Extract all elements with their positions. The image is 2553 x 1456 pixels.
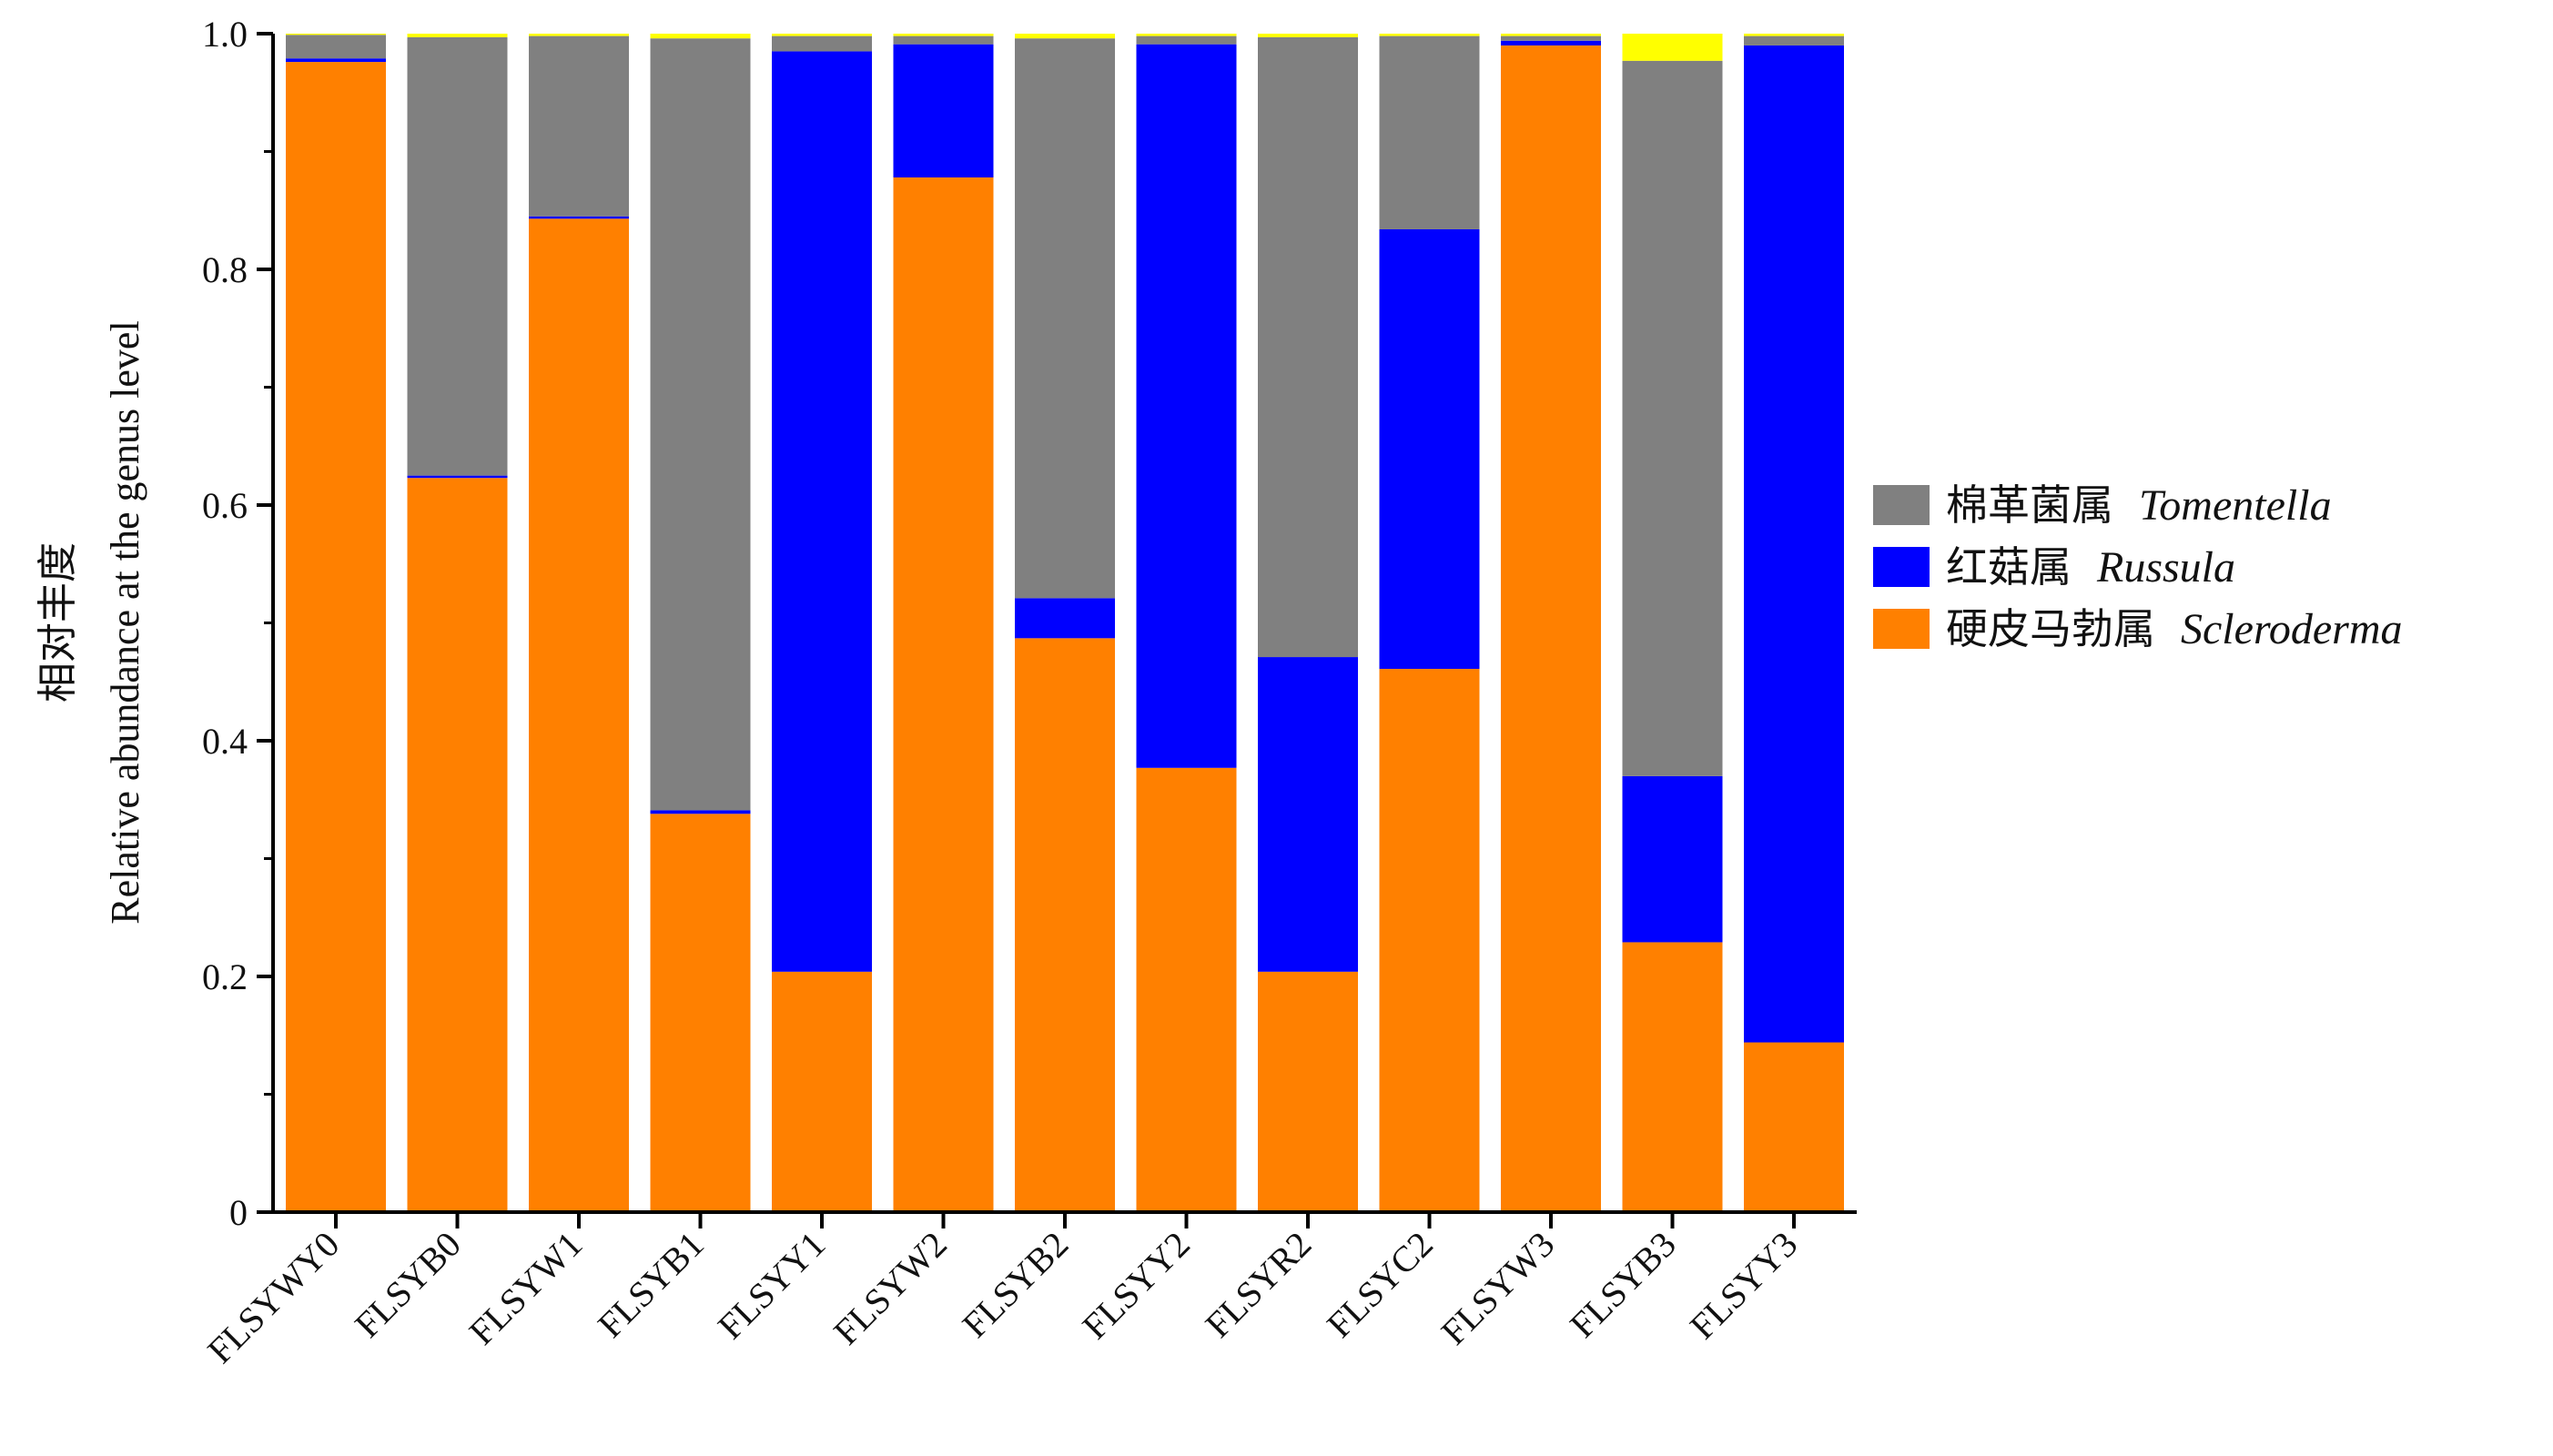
bar-segment bbox=[1015, 598, 1115, 639]
y-tick-label: 0 bbox=[229, 1192, 248, 1233]
bar-segment bbox=[286, 58, 386, 63]
x-tick-label: FLSYB0 bbox=[347, 1224, 469, 1346]
bar-segment bbox=[286, 35, 386, 59]
bar-segment bbox=[1015, 34, 1115, 39]
y-axis-label-cn: 相对丰度 bbox=[35, 542, 80, 703]
y-tick-label: 1.0 bbox=[202, 14, 248, 55]
bar-segment bbox=[1015, 638, 1115, 1212]
bar-segment bbox=[1258, 657, 1358, 972]
y-tick-label: 0.2 bbox=[202, 956, 248, 997]
bar-segment bbox=[529, 35, 629, 217]
bar-segment bbox=[1622, 942, 1723, 1212]
bar-segment bbox=[772, 51, 872, 972]
bar-segment bbox=[1622, 34, 1723, 61]
bar-segment bbox=[772, 34, 872, 36]
x-tick-label: FLSYC2 bbox=[1319, 1224, 1441, 1346]
legend-swatch bbox=[1873, 547, 1930, 587]
bar-segment bbox=[1744, 1042, 1844, 1212]
bar-segment bbox=[650, 810, 751, 814]
x-tick-label: FLSYY2 bbox=[1074, 1224, 1198, 1348]
bar-segment bbox=[286, 62, 386, 1213]
legend-swatch bbox=[1873, 609, 1930, 649]
y-axis-label-en: Relative abundance at the genus level bbox=[103, 320, 147, 924]
bar-segment bbox=[772, 35, 872, 52]
x-tick-label: FLSYWY0 bbox=[199, 1224, 347, 1371]
bar-segment bbox=[1379, 228, 1480, 670]
bar-segment bbox=[407, 478, 508, 1212]
bar-segment bbox=[1744, 45, 1844, 1043]
bar-segment bbox=[893, 35, 994, 45]
bar-segment bbox=[529, 216, 629, 219]
bar-segment bbox=[650, 814, 751, 1212]
bar-segment bbox=[529, 34, 629, 36]
bar-segment bbox=[1501, 40, 1601, 46]
bar-segment bbox=[650, 38, 751, 811]
bar-segment bbox=[1501, 35, 1601, 41]
legend: 棉革菌属 Tomentella 红菇属 Russula 硬皮马勃属 Scleroderma bbox=[1873, 480, 2403, 653]
bar-segment bbox=[893, 177, 994, 1213]
bars-layer bbox=[286, 34, 1844, 1213]
bar-segment bbox=[893, 44, 994, 177]
y-tick-label: 0.4 bbox=[202, 721, 248, 762]
legend-swatch bbox=[1873, 485, 1930, 525]
bar-segment bbox=[650, 34, 751, 39]
x-tick-label: FLSYY3 bbox=[1682, 1224, 1806, 1348]
x-tick-label: FLSYB1 bbox=[590, 1224, 712, 1346]
y-axis-label-group: 相对丰度 Relative abundance at the genus lev… bbox=[35, 320, 147, 924]
bar-segment bbox=[407, 34, 508, 37]
x-tick-label: FLSYW3 bbox=[1434, 1224, 1563, 1353]
x-tick-label: FLSYB3 bbox=[1562, 1224, 1684, 1346]
bar-segment bbox=[1379, 34, 1480, 36]
bar-segment bbox=[529, 218, 629, 1213]
bar-segment bbox=[1744, 34, 1844, 36]
bar-segment bbox=[1136, 34, 1237, 36]
bar-segment bbox=[1258, 36, 1358, 658]
bar-segment bbox=[1622, 60, 1723, 776]
bar-segment bbox=[1136, 44, 1237, 768]
x-tick-label: FLSYW2 bbox=[826, 1224, 955, 1353]
bar-segment bbox=[1622, 775, 1723, 943]
x-tick-label: FLSYB2 bbox=[954, 1224, 1076, 1346]
bar-segment bbox=[407, 36, 508, 476]
bar-segment bbox=[1136, 35, 1237, 45]
bar-segment bbox=[1501, 34, 1601, 36]
y-ticks-layer: 0 0.2 0.4 0.6 0.8 1.0 bbox=[202, 14, 273, 1233]
bar-segment bbox=[407, 475, 508, 479]
bar-segment bbox=[893, 34, 994, 36]
bar-segment bbox=[1015, 38, 1115, 599]
x-tick-label: FLSYY1 bbox=[710, 1224, 834, 1348]
legend-label: 红菇属 Russula bbox=[1946, 542, 2235, 592]
bar-segment bbox=[1379, 35, 1480, 229]
bar-segment bbox=[1258, 34, 1358, 37]
bar-segment bbox=[1744, 35, 1844, 46]
bar-segment bbox=[772, 971, 872, 1212]
bar-segment bbox=[286, 34, 386, 35]
bar-segment bbox=[1379, 669, 1480, 1212]
bar-segment bbox=[1258, 971, 1358, 1212]
x-tick-label: FLSYR2 bbox=[1197, 1224, 1319, 1346]
legend-label: 硬皮马勃属 Scleroderma bbox=[1946, 604, 2403, 653]
bar-segment bbox=[1501, 45, 1601, 1213]
x-tick-label: FLSYW1 bbox=[461, 1224, 591, 1353]
legend-label: 棉革菌属 Tomentella bbox=[1946, 480, 2332, 530]
y-tick-label: 0.8 bbox=[202, 249, 248, 290]
y-tick-label: 0.6 bbox=[202, 485, 248, 526]
bar-segment bbox=[1136, 767, 1237, 1212]
